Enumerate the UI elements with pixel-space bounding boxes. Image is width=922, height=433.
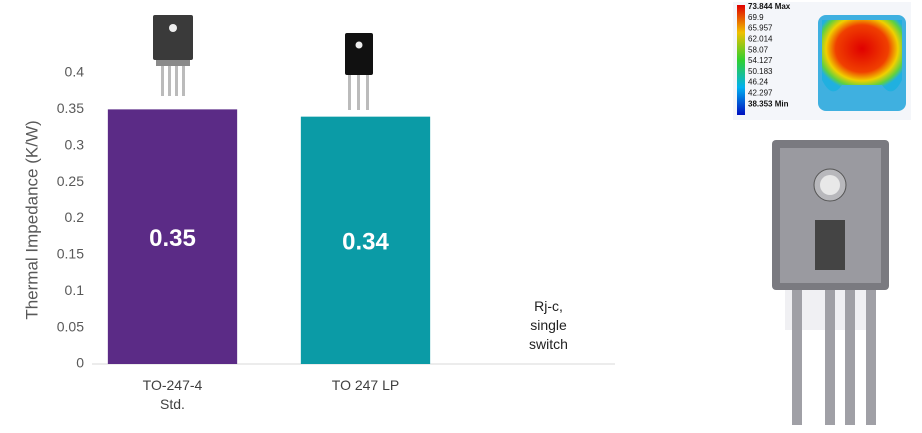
legend-value: 38.353 Min — [748, 99, 789, 108]
x-tick-label: TO-247-4 Std. — [142, 377, 203, 412]
bar — [300, 116, 431, 365]
y-tick-label: 0.15 — [57, 246, 84, 262]
y-tick-label: 0.05 — [57, 318, 84, 334]
legend-value: 69.9 — [748, 13, 764, 22]
annotation: Rj-c, single switch — [529, 298, 568, 352]
legend-value: 42.297 — [748, 89, 773, 98]
legend-value: 54.127 — [748, 56, 773, 65]
y-axis-label: Thermal Impedance (K/W) — [22, 120, 41, 319]
data-label: 0.35 — [149, 225, 196, 252]
package-image-2 — [345, 33, 373, 110]
bar — [107, 109, 238, 364]
legend-value: 62.014 — [748, 35, 773, 44]
x-tick-label: TO 247 LP — [331, 377, 400, 393]
y-tick-label: 0.35 — [57, 100, 84, 116]
y-tick-label: 0.1 — [65, 282, 85, 298]
y-tick-label: 0.2 — [65, 209, 85, 225]
legend-value: 65.957 — [748, 24, 773, 33]
y-tick-label: 0.25 — [57, 173, 84, 189]
thermal-image — [733, 2, 911, 120]
legend-value: 46.24 — [748, 78, 769, 87]
y-tick-label: 0.4 — [65, 64, 85, 80]
package-image-1 — [153, 15, 193, 96]
y-tick-label: 0.3 — [65, 136, 85, 152]
package-drawing — [772, 140, 889, 425]
legend-value: 50.183 — [748, 67, 773, 76]
data-label: 0.34 — [342, 229, 389, 256]
legend-value: 58.07 — [748, 45, 769, 54]
legend-value: 73.844 Max — [748, 2, 791, 11]
y-tick-label: 0 — [76, 355, 84, 371]
